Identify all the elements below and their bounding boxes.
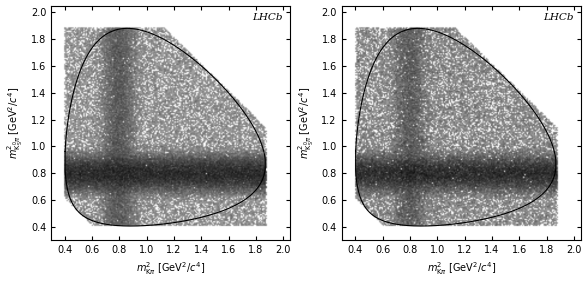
X-axis label: $m^2_{\mathrm{K}\pi}$ [GeV$^2$/$c^4$]: $m^2_{\mathrm{K}\pi}$ [GeV$^2$/$c^4$] bbox=[136, 261, 205, 277]
Y-axis label: $m^2_{\mathrm{K^0_S}\pi}$ [GeV$^2$/$c^4$]: $m^2_{\mathrm{K^0_S}\pi}$ [GeV$^2$/$c^4$… bbox=[5, 87, 25, 159]
Text: LHCb: LHCb bbox=[543, 13, 573, 22]
Y-axis label: $m^2_{\mathrm{K^0_S}\pi}$ [GeV$^2$/$c^4$]: $m^2_{\mathrm{K^0_S}\pi}$ [GeV$^2$/$c^4$… bbox=[296, 87, 316, 159]
X-axis label: $m^2_{\mathrm{K}\pi}$ [GeV$^2$/$c^4$]: $m^2_{\mathrm{K}\pi}$ [GeV$^2$/$c^4$] bbox=[427, 261, 496, 277]
Text: LHCb: LHCb bbox=[252, 13, 283, 22]
